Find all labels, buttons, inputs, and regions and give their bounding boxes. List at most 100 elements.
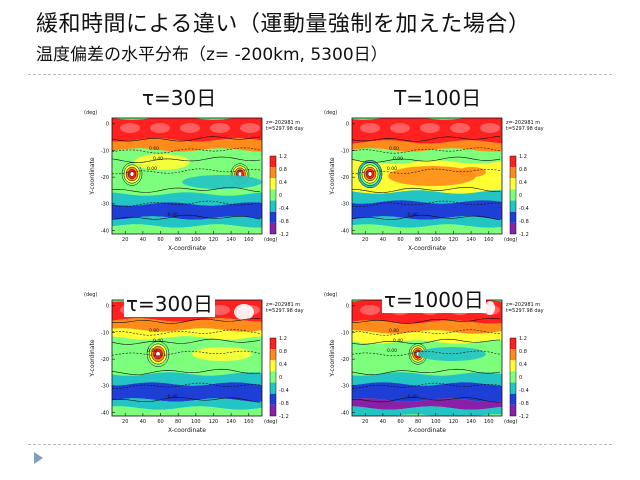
- contour-panel-tau300: (deg) 0.80 0.40 0.00 -0.40 0 -10 -20 -30 -40 20 40 6…: [78, 282, 358, 447]
- x-tick-label: 80: [415, 237, 421, 243]
- y-tick-label: -20: [341, 175, 349, 181]
- colorbar-level-label: -0.4: [279, 388, 289, 394]
- contour-value-label: 0.00: [393, 156, 403, 162]
- contour-line: [352, 368, 501, 375]
- warm-spot: [390, 123, 410, 133]
- x-tick-label: 120: [449, 419, 459, 425]
- colorbar-level-label: 1.2: [279, 154, 287, 160]
- x-tick-label: 100: [191, 419, 201, 425]
- slide-subtitle: 温度偏差の水平分布（z= -200km, 5300日）: [36, 45, 388, 65]
- x-tick-label: 80: [175, 419, 181, 425]
- colorbar-swatch: [510, 349, 516, 361]
- y-tick-label: -20: [101, 357, 109, 363]
- colorbar-level-label: -0.4: [279, 206, 289, 212]
- vortex-ring: [155, 351, 161, 357]
- colorbar-swatch: [510, 156, 516, 168]
- plot-frame: [111, 117, 263, 235]
- contour-line: [352, 317, 501, 324]
- contour-value-label: 0.80: [149, 328, 159, 334]
- unit-label: (deg): [84, 292, 97, 298]
- colorbar-level-label: 0.8: [279, 349, 287, 355]
- contour-line: [112, 187, 261, 193]
- contour-line: [352, 329, 501, 336]
- colorbar-level-label: 0.4: [279, 362, 287, 368]
- x-axis-label: X-coordinate: [408, 245, 446, 252]
- contour-panel-tau100: (deg) 0.60 0.00 0.00 -0.40 0 -10 -20 -30 -40 20 40 6…: [318, 100, 598, 265]
- colorbar-level-label: -1.2: [519, 414, 529, 420]
- warm-spot: [360, 123, 380, 133]
- colorbar-swatch: [510, 371, 516, 383]
- x-tick-label: 60: [397, 237, 403, 243]
- colorbar-level-label: 0: [279, 375, 282, 381]
- colorbar-swatch: [270, 189, 276, 201]
- colorbar-swatch: [510, 338, 516, 350]
- temperature-band: [112, 202, 262, 220]
- y-tick-label: -10: [101, 330, 109, 336]
- x-tick-label: 140: [466, 237, 476, 243]
- y-axis-label: Y-coordinate: [329, 339, 336, 377]
- x-axis-label: X-coordinate: [168, 427, 206, 434]
- x-tick-label: 140: [466, 419, 476, 425]
- x-tick-label: 40: [380, 419, 386, 425]
- colorbar-level-label: -0.8: [519, 401, 529, 407]
- temperature-band: [352, 372, 502, 386]
- colorbar-swatch: [510, 360, 516, 372]
- x-unit-label: (deg): [264, 419, 277, 425]
- contour-line: [352, 200, 501, 207]
- contour-line: [352, 382, 501, 389]
- temperature-band: [112, 406, 262, 416]
- colorbar-swatch: [270, 156, 276, 168]
- colorbar-swatch: [270, 211, 276, 223]
- temperature-band: [352, 330, 502, 344]
- y-tick-label: -40: [101, 410, 109, 416]
- temperature-band: [352, 216, 502, 228]
- x-tick-label: 160: [484, 419, 494, 425]
- contour-value-label: 0.40: [393, 338, 403, 344]
- y-tick-label: -20: [101, 175, 109, 181]
- colorbar-swatch: [510, 178, 516, 190]
- x-tick-label: 80: [175, 237, 181, 243]
- x-tick-label: 160: [244, 237, 254, 243]
- temperature-band: [112, 382, 262, 402]
- contour-line: [112, 147, 261, 154]
- colorbar-swatch: [510, 222, 516, 234]
- warm-spot: [420, 123, 440, 133]
- colorbar-level-label: 0.8: [519, 349, 527, 355]
- contour-value-label: 0.80: [389, 328, 399, 334]
- colorbar-level-label: 0.4: [279, 180, 287, 186]
- top-divider: [28, 74, 612, 75]
- contour-value-label: 0.40: [153, 338, 163, 344]
- temperature-band: [112, 372, 262, 386]
- contour-line: [352, 136, 501, 142]
- x-tick-label: 140: [226, 237, 236, 243]
- y-tick-label: 0: [106, 122, 109, 128]
- info-line: z=-202981 m: [266, 120, 300, 126]
- y-tick-label: -30: [101, 384, 109, 390]
- colorbar-frame: [269, 337, 277, 417]
- contour-line: [352, 214, 501, 221]
- colorbar-level-label: 1.2: [519, 336, 527, 342]
- contour-line: [352, 168, 501, 174]
- bottom-divider: [28, 444, 612, 445]
- contour-value-label: 0.00: [387, 166, 397, 172]
- temperature-band: [352, 190, 502, 204]
- colorbar-swatch: [270, 371, 276, 383]
- colorbar-level-label: 1.2: [279, 336, 287, 342]
- x-tick-label: 100: [191, 237, 201, 243]
- colorbar-swatch: [510, 200, 516, 212]
- warm-spot: [450, 123, 470, 133]
- y-tick-label: -40: [101, 228, 109, 234]
- colorbar-level-label: -0.8: [519, 219, 529, 225]
- colorbar-swatch: [510, 167, 516, 179]
- x-tick-label: 20: [362, 237, 368, 243]
- temperature-band: [112, 224, 262, 234]
- contour-line: [112, 329, 261, 336]
- colorbar-level-label: -0.4: [519, 206, 529, 212]
- contour-line: [352, 156, 501, 163]
- panel-label-tau300: τ=300日: [124, 288, 215, 317]
- contour-value-label: -0.40: [166, 212, 178, 218]
- warm-spot: [210, 123, 230, 133]
- temperature-band: [352, 224, 502, 234]
- x-tick-label: 40: [140, 237, 146, 243]
